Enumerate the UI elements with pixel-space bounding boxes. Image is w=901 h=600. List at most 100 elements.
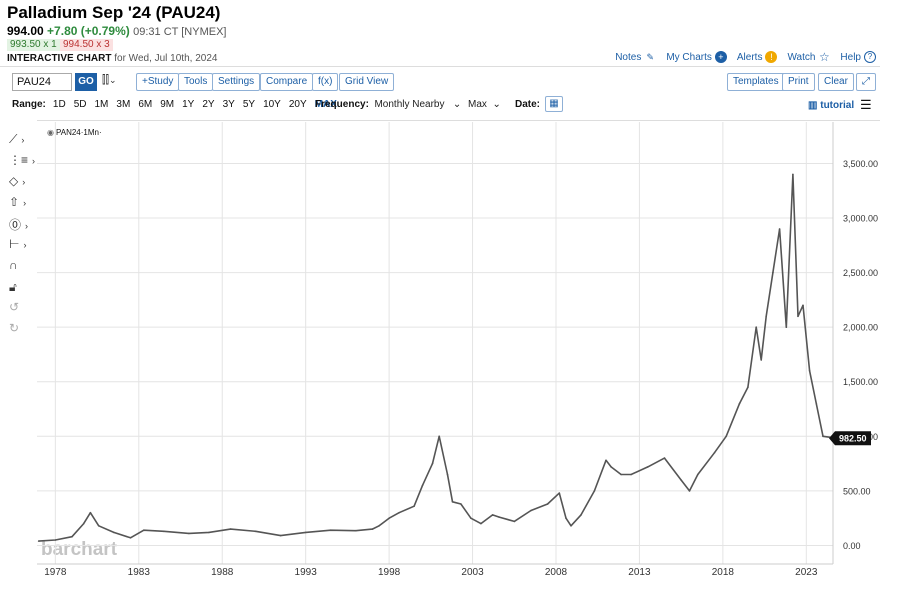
price-point (815, 402, 818, 405)
range-option-1m[interactable]: 1M (94, 99, 109, 110)
print-button[interactable]: Print (782, 73, 815, 91)
price-point (446, 473, 449, 476)
x-tick-label: 1978 (44, 567, 67, 578)
grid-view-button[interactable]: Grid View (339, 73, 395, 91)
trendline-tool[interactable]: ⟋ › (9, 132, 39, 148)
price-point (498, 516, 501, 518)
help-link[interactable]: Help? (840, 51, 876, 63)
undo-button[interactable]: ↺ (9, 300, 39, 316)
clear-button[interactable]: Clear (818, 73, 854, 91)
price-point (113, 531, 115, 534)
shapes-tool[interactable]: ◇ › (9, 174, 39, 190)
price-point (688, 490, 691, 492)
legend-text: PAN24·1Mn· (55, 128, 102, 137)
range-option-10y[interactable]: 10Y (263, 99, 281, 110)
price-chart[interactable]: barchart0.00500.001,000.001,500.002,000.… (37, 122, 880, 582)
annotation-tool[interactable]: ⓪ › (9, 216, 39, 232)
price-point (558, 492, 561, 494)
go-button[interactable]: GO (75, 73, 97, 91)
magnet-icon: ∩ (9, 258, 18, 272)
alerts-link[interactable]: Alerts! (737, 51, 778, 63)
range-option-1y[interactable]: 1Y (182, 99, 195, 110)
chevron-right-icon: › (23, 240, 27, 250)
study-button[interactable]: +Study (136, 73, 180, 91)
price-point (413, 505, 415, 508)
candlestick-icon: ⫿⫿ (102, 74, 110, 86)
x-tick-label: 1998 (378, 567, 401, 578)
watermark-logo: barchart (41, 539, 118, 560)
x-tick-label: 2008 (545, 567, 568, 578)
price-point (620, 473, 622, 476)
lock-tool[interactable]: 🔓︎ (9, 280, 39, 296)
range-option-2y[interactable]: 2Y (202, 99, 215, 110)
fx-button[interactable]: f(x) (312, 73, 339, 91)
y-tick-label: 0.00 (843, 541, 861, 551)
chevron-down-icon: ⌄ (452, 99, 462, 110)
templates-button[interactable]: Templates (727, 73, 785, 91)
expand-icon[interactable]: ⤢ (856, 73, 876, 91)
last-price-tag-bg (829, 431, 871, 446)
date-label: Date: (515, 99, 541, 110)
x-tick-label: 2013 (628, 567, 651, 578)
circle-marker-icon: ⓪ (9, 218, 22, 232)
notes-link[interactable]: Notes ✎ (615, 51, 656, 63)
fibonacci-icon: ⋮≡ (9, 153, 29, 167)
range-option-3m[interactable]: 3M (116, 99, 131, 110)
price-point (398, 511, 400, 514)
price-point (82, 522, 85, 525)
y-tick-label: 500.00 (843, 486, 871, 496)
frequency-control[interactable]: Frequency: Monthly Nearby ⌄ (315, 99, 461, 110)
symbol-input[interactable]: PAU24 (12, 73, 72, 91)
fibonacci-tool[interactable]: ⋮≡ › (9, 153, 39, 169)
price-point (713, 451, 716, 454)
price-point (371, 528, 374, 530)
price-point (808, 370, 811, 372)
range-option-1d[interactable]: 1D (52, 99, 66, 110)
price-point (822, 435, 824, 438)
settings-button[interactable]: Settings (212, 73, 261, 91)
tools-button[interactable]: Tools (178, 73, 214, 91)
price-point (513, 520, 516, 523)
magnet-tool[interactable]: ∩ (9, 258, 39, 274)
max-select[interactable]: Max ⌄ (468, 99, 501, 110)
y-tick-label: 1,500.00 (843, 377, 878, 387)
my-charts-label: My Charts (666, 51, 712, 63)
price-point (778, 228, 781, 230)
price-point (188, 532, 190, 535)
range-option-6m[interactable]: 6M (138, 99, 153, 110)
chevron-right-icon: › (22, 177, 26, 187)
range-option-5d[interactable]: 5D (73, 99, 87, 110)
price-point (388, 517, 390, 519)
chevron-right-icon: › (21, 135, 25, 145)
divider (0, 66, 880, 67)
tutorial-link[interactable]: ▥ tutorial (808, 100, 854, 111)
interactive-chart-label: INTERACTIVE CHART (7, 53, 112, 64)
x-tick-label: 2003 (461, 567, 484, 578)
my-charts-link[interactable]: My Charts + (666, 51, 727, 63)
calendar-icon[interactable]: ▦ (545, 96, 563, 112)
range-option-9m[interactable]: 9M (160, 99, 175, 110)
price-point (530, 509, 532, 512)
chart-type-dropdown[interactable]: ⫿⫿⌄ (102, 74, 117, 87)
notes-label: Notes (615, 51, 642, 63)
measure-tool[interactable]: ⊢ › (9, 237, 39, 253)
range-option-5y[interactable]: 5Y (242, 99, 256, 110)
menu-icon[interactable]: ☰ (860, 97, 872, 112)
price-point (163, 530, 165, 533)
bid-badge: 993.50 x 1 (7, 39, 60, 51)
alerts-label: Alerts (736, 51, 763, 63)
ask-badge: 994.50 x 3 (60, 39, 113, 51)
trendline-icon: ⟋ (9, 132, 18, 146)
arrow-tool[interactable]: ⇧ › (9, 195, 39, 211)
compare-button[interactable]: Compare (260, 73, 314, 91)
arrow-up-icon: ⇧ (9, 195, 20, 209)
range-option-3y[interactable]: 3Y (222, 99, 235, 110)
exclamation-icon: ! (765, 51, 778, 63)
range-option-max[interactable]: MAX (314, 99, 337, 110)
range-option-20y[interactable]: 20Y (288, 99, 307, 110)
redo-button[interactable]: ↻ (9, 321, 39, 337)
chevron-down-icon: ⌄ (109, 75, 117, 85)
watch-link[interactable]: Watch ☆ (787, 51, 830, 63)
price-point (378, 525, 380, 527)
price-point (279, 534, 282, 537)
